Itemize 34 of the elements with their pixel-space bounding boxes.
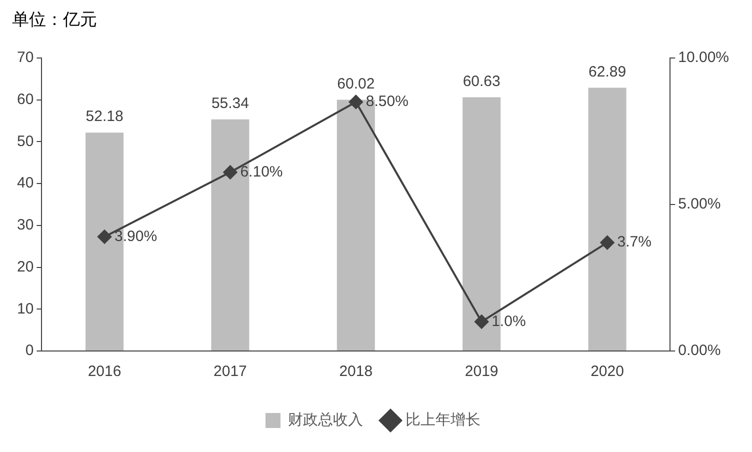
x-tick-label: 2016 — [88, 363, 122, 380]
data-label: 52.18 — [86, 108, 124, 126]
data-label: 8.50% — [366, 93, 408, 110]
data-label: 60.02 — [337, 75, 375, 92]
y-axis-title: 单位：亿元 — [12, 10, 97, 30]
y-tick-label: 40 — [16, 174, 34, 192]
point — [600, 236, 614, 250]
y2-tick-label: 5.00% — [678, 196, 721, 213]
y-tick-label: 50 — [16, 132, 34, 150]
x-tick-label: 2020 — [590, 363, 624, 380]
y-tick-label: 0 — [25, 342, 34, 360]
data-label: 6.10% — [240, 163, 283, 180]
data-label: 3.7% — [617, 234, 652, 251]
legend-label: 财政总收入 — [288, 412, 363, 429]
y-tick-label: 20 — [16, 258, 34, 276]
y-tick-label: 10 — [16, 300, 34, 318]
x-tick-label: 2018 — [339, 363, 373, 380]
point — [348, 94, 363, 109]
y-tick-label: 70 — [16, 49, 34, 66]
x-tick-label: 2019 — [464, 363, 498, 380]
y2-tick-label: 0.00% — [678, 342, 721, 360]
data-label: 62.89 — [588, 63, 626, 80]
data-label: 55.34 — [211, 95, 249, 112]
point — [223, 165, 238, 180]
y-tick-label: 30 — [16, 216, 34, 234]
legend-label: 比上年增长 — [406, 412, 480, 429]
data-label: 60.63 — [462, 72, 500, 90]
data-label: 1.0% — [492, 312, 526, 330]
data-label: 3.90% — [114, 228, 158, 245]
x-tick-label: 2017 — [214, 363, 247, 380]
y2-tick-label: 10.00% — [678, 49, 729, 66]
point — [474, 314, 489, 329]
point — [98, 230, 112, 244]
y-tick-label: 60 — [16, 91, 34, 108]
